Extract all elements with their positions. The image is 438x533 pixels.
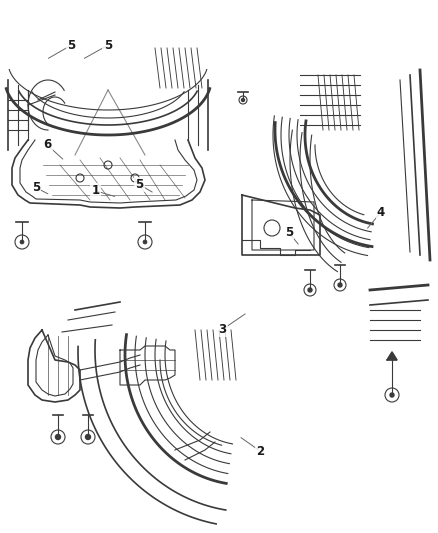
Text: 2: 2: [257, 445, 265, 458]
Text: 1: 1: [92, 184, 99, 197]
Text: 5: 5: [104, 39, 112, 52]
Text: 6: 6: [43, 139, 51, 151]
Circle shape: [143, 240, 147, 244]
Circle shape: [390, 393, 394, 397]
Circle shape: [85, 434, 91, 440]
Circle shape: [308, 288, 312, 292]
Text: 5: 5: [67, 39, 75, 52]
Circle shape: [241, 99, 244, 101]
Circle shape: [338, 283, 342, 287]
Text: 4: 4: [377, 206, 385, 219]
Text: 5: 5: [135, 178, 143, 191]
Text: 3: 3: [219, 323, 226, 336]
Text: 5: 5: [285, 227, 293, 239]
Polygon shape: [387, 352, 397, 360]
Text: 5: 5: [32, 181, 40, 194]
Circle shape: [56, 434, 60, 440]
Circle shape: [20, 240, 24, 244]
